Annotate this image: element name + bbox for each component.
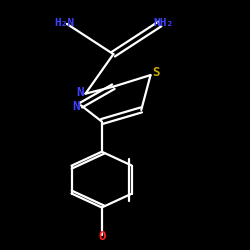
Text: O: O bbox=[98, 230, 106, 243]
Text: N: N bbox=[76, 86, 84, 99]
Text: NH₂: NH₂ bbox=[153, 18, 174, 28]
Text: H₂N: H₂N bbox=[54, 18, 75, 28]
Text: S: S bbox=[152, 66, 160, 79]
Text: N: N bbox=[72, 100, 80, 113]
